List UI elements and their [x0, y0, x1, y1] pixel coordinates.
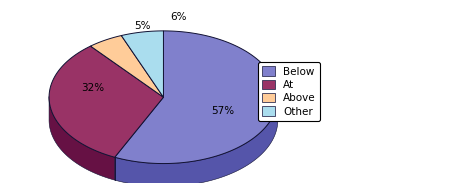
PathPatch shape [115, 31, 278, 164]
Text: 57%: 57% [212, 106, 234, 116]
PathPatch shape [90, 36, 163, 97]
Polygon shape [115, 97, 278, 183]
Text: 32%: 32% [81, 83, 104, 93]
Text: 5%: 5% [134, 21, 151, 31]
PathPatch shape [49, 46, 163, 157]
PathPatch shape [121, 31, 163, 97]
Polygon shape [49, 96, 115, 180]
Text: 6%: 6% [170, 12, 187, 22]
Legend: Below, At, Above, Other: Below, At, Above, Other [258, 62, 320, 121]
